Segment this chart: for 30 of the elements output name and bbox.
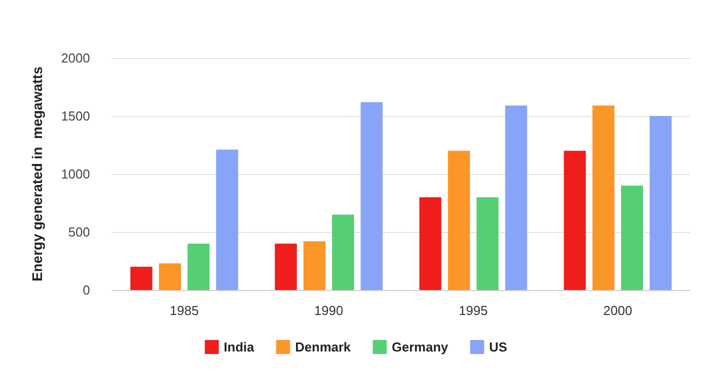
y-axis-title: Energy generated in megawatts [29,66,45,282]
y-tick-label: 1000 [61,166,90,182]
bar [592,106,614,290]
x-tick-label: 1985 [170,303,199,318]
legend-label: Germany [392,340,449,354]
bar [158,263,181,290]
y-tick-label: 0 [82,282,90,298]
bar [476,197,499,290]
bar [130,266,152,290]
bar [303,241,326,290]
legend-label: India [224,340,255,354]
bar [332,214,354,290]
bar [621,186,644,290]
bar [360,102,383,290]
y-tick-label: 500 [68,224,90,240]
bar [505,106,528,290]
y-tick-label: 1500 [61,108,90,124]
legend-label: Denmark [295,340,352,354]
bar [564,150,586,290]
x-tick-label: 1995 [458,303,488,318]
y-tick-label: 2000 [61,50,90,66]
bar [650,116,672,290]
bar [274,244,297,290]
bar [419,197,442,290]
bar [216,150,238,290]
bar [188,244,210,290]
legend-label: US [489,340,508,354]
bar [448,150,470,290]
x-tick-label: 2000 [603,303,632,318]
x-tick-label: 1990 [314,303,344,318]
